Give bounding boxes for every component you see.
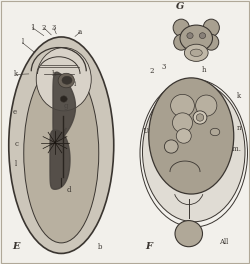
Ellipse shape: [176, 129, 191, 143]
Ellipse shape: [149, 78, 234, 194]
Text: 2: 2: [42, 24, 46, 32]
Text: l: l: [22, 38, 24, 46]
Ellipse shape: [9, 37, 114, 253]
Ellipse shape: [200, 33, 205, 39]
Ellipse shape: [58, 73, 74, 88]
Text: b: b: [98, 243, 102, 251]
Text: h: h: [52, 70, 56, 78]
Polygon shape: [50, 130, 70, 189]
Ellipse shape: [196, 95, 217, 116]
Text: k: k: [14, 70, 18, 78]
Ellipse shape: [175, 221, 203, 247]
Ellipse shape: [203, 19, 220, 36]
Ellipse shape: [193, 111, 207, 124]
Text: d: d: [66, 186, 71, 194]
Text: a: a: [78, 28, 82, 36]
Ellipse shape: [190, 49, 202, 56]
Text: n: n: [236, 124, 241, 132]
Text: l: l: [15, 160, 17, 168]
Text: g: g: [64, 102, 68, 110]
Polygon shape: [53, 72, 76, 142]
Ellipse shape: [204, 34, 219, 50]
Text: F: F: [145, 242, 152, 251]
Text: 3: 3: [52, 24, 56, 32]
Ellipse shape: [172, 113, 193, 133]
Polygon shape: [59, 128, 66, 136]
Ellipse shape: [170, 94, 194, 117]
Text: 3: 3: [162, 63, 166, 71]
Text: e: e: [13, 108, 17, 116]
Ellipse shape: [24, 63, 99, 243]
Ellipse shape: [187, 33, 193, 39]
Text: Um: Um: [142, 127, 155, 135]
Text: i: i: [74, 81, 76, 88]
Text: k: k: [237, 92, 241, 100]
Text: All: All: [219, 238, 228, 246]
Ellipse shape: [60, 96, 67, 102]
Text: G: G: [176, 2, 184, 11]
Ellipse shape: [164, 140, 178, 153]
Ellipse shape: [174, 34, 189, 50]
Ellipse shape: [62, 76, 72, 84]
Text: 2: 2: [149, 67, 154, 75]
Text: Am.: Am.: [227, 145, 241, 153]
Ellipse shape: [180, 25, 212, 51]
Text: 1: 1: [30, 24, 35, 32]
Ellipse shape: [142, 82, 245, 222]
Ellipse shape: [210, 128, 220, 136]
Ellipse shape: [173, 19, 190, 36]
Text: h: h: [202, 66, 206, 74]
Ellipse shape: [36, 48, 91, 111]
Text: E: E: [12, 242, 20, 251]
Ellipse shape: [184, 44, 208, 61]
Text: c: c: [14, 140, 18, 148]
Ellipse shape: [196, 114, 204, 121]
